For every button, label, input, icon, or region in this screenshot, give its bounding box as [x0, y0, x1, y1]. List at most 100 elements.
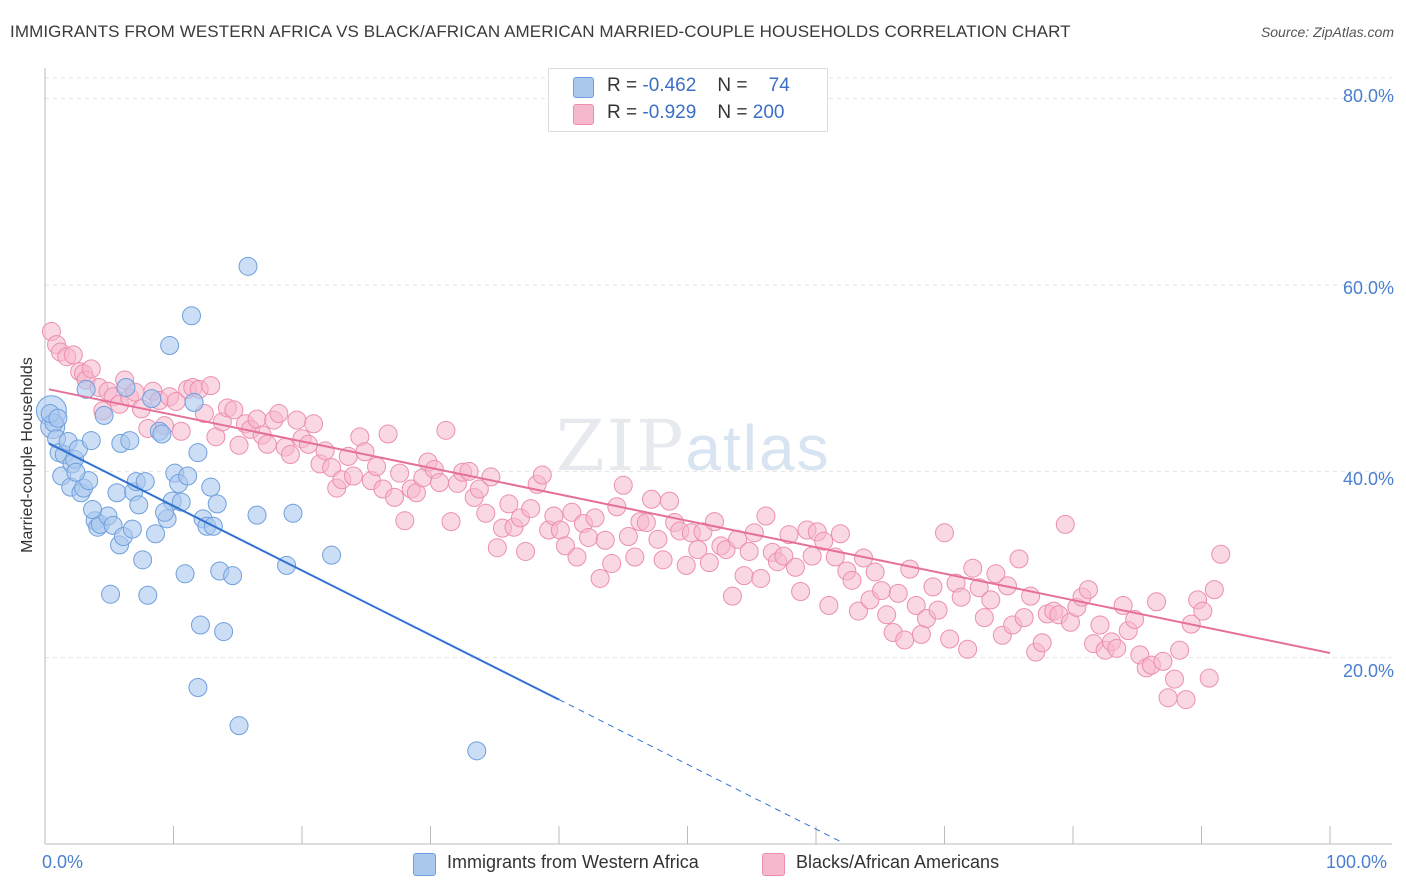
blue-point: [188, 677, 208, 697]
pink-point: [579, 527, 599, 547]
blue-point: [138, 585, 158, 605]
pink-point: [688, 540, 708, 560]
pink-point: [648, 529, 668, 549]
pink-point: [751, 568, 771, 588]
pink-point: [935, 523, 954, 543]
pink-point: [280, 445, 300, 465]
n-value: 74: [768, 75, 790, 96]
pink-point: [1165, 669, 1185, 689]
blue-point: [175, 564, 195, 584]
pink-point: [699, 553, 719, 573]
pink-point: [986, 564, 1006, 584]
blue-point: [283, 503, 303, 523]
pink-point: [390, 463, 410, 483]
blue-point: [322, 545, 342, 565]
blue-point: [116, 377, 136, 397]
pink-point: [590, 568, 610, 588]
pink-point: [1009, 549, 1029, 569]
n-label: N =: [717, 102, 748, 123]
blue-point: [229, 716, 249, 736]
pink-point: [756, 506, 776, 526]
pink-point: [923, 577, 943, 597]
blue-point: [94, 405, 114, 425]
y-tick-label: 40.0%: [1342, 469, 1394, 489]
blue-swatch: [573, 77, 594, 98]
blue-point: [188, 443, 208, 463]
pink-point: [676, 555, 696, 575]
stats-legend: R = -0.462 N = 74 R = -0.929 N = 200: [548, 68, 828, 132]
blue-point: [184, 392, 204, 412]
pink-point: [877, 605, 897, 625]
chart-title: IMMIGRANTS FROM WESTERN AFRICA VS BLACK/…: [10, 22, 1071, 41]
blue-legend-swatch: [413, 853, 436, 876]
blue-point: [122, 519, 142, 539]
blue-point: [146, 524, 166, 544]
pink-point: [974, 608, 994, 628]
pink-point: [940, 629, 960, 649]
blue-point: [201, 477, 221, 497]
pink-point: [958, 639, 978, 659]
gridlines: [45, 77, 1392, 659]
blue-point: [120, 431, 140, 451]
pink-swatch: [573, 104, 594, 125]
r-label: R =: [607, 102, 638, 123]
pink-point: [1199, 668, 1219, 688]
pink-point: [981, 590, 1001, 610]
r-value: -0.462: [642, 75, 697, 96]
r-value: -0.929: [642, 102, 697, 123]
y-tick-label: 80.0%: [1342, 86, 1394, 106]
pink-point: [201, 376, 221, 396]
blue-point: [155, 502, 175, 522]
pink-point: [516, 541, 536, 561]
pink-point: [963, 558, 983, 578]
pink-point: [969, 578, 989, 598]
pink-point: [1176, 690, 1196, 710]
blue-point: [214, 622, 234, 642]
pink-point: [304, 414, 324, 434]
pink-point: [481, 467, 501, 487]
pink-point: [81, 359, 101, 379]
blue-point: [160, 336, 180, 356]
pink-point: [476, 503, 496, 523]
pink-point: [257, 434, 277, 454]
y-tick-label: 20.0%: [1342, 661, 1394, 681]
blue-point: [223, 566, 243, 586]
blue-point: [171, 492, 191, 512]
pink-point: [865, 562, 885, 582]
blue-trend-extension: [558, 699, 842, 843]
blue-point: [133, 550, 153, 570]
pink-point: [779, 525, 799, 545]
pink-point: [872, 581, 892, 601]
pink-point: [562, 502, 582, 522]
n-value: 200: [752, 102, 785, 123]
pink-point: [900, 559, 920, 579]
legend-label: Immigrants from Western Africa: [447, 852, 699, 872]
pink-point: [63, 345, 83, 365]
blue-point: [76, 379, 96, 399]
pink-point: [722, 586, 742, 606]
pink-point: [224, 400, 244, 420]
pink-point: [1125, 609, 1145, 629]
y-axis-label: Married-couple Households: [19, 357, 36, 553]
pink-point: [653, 550, 673, 570]
pink-point: [1170, 640, 1190, 660]
pink-point: [951, 587, 971, 607]
pink-point: [229, 435, 249, 455]
pink-point: [1055, 514, 1075, 534]
pink-point: [1211, 544, 1231, 564]
legend-label: Blacks/African Americans: [796, 852, 1000, 872]
pink-point: [343, 466, 363, 486]
blue-point: [142, 389, 162, 409]
pink-point: [888, 583, 908, 603]
pink-point: [642, 489, 662, 509]
pink-series-points: [41, 322, 1231, 710]
pink-point: [739, 541, 759, 561]
pink-point: [928, 600, 948, 620]
pink-point: [1107, 638, 1127, 658]
pink-point: [429, 472, 449, 492]
pink-point: [1158, 688, 1178, 708]
pink-point: [1090, 615, 1110, 635]
pink-point: [487, 538, 507, 558]
blue-point: [107, 483, 127, 503]
pink-point: [1078, 580, 1098, 600]
